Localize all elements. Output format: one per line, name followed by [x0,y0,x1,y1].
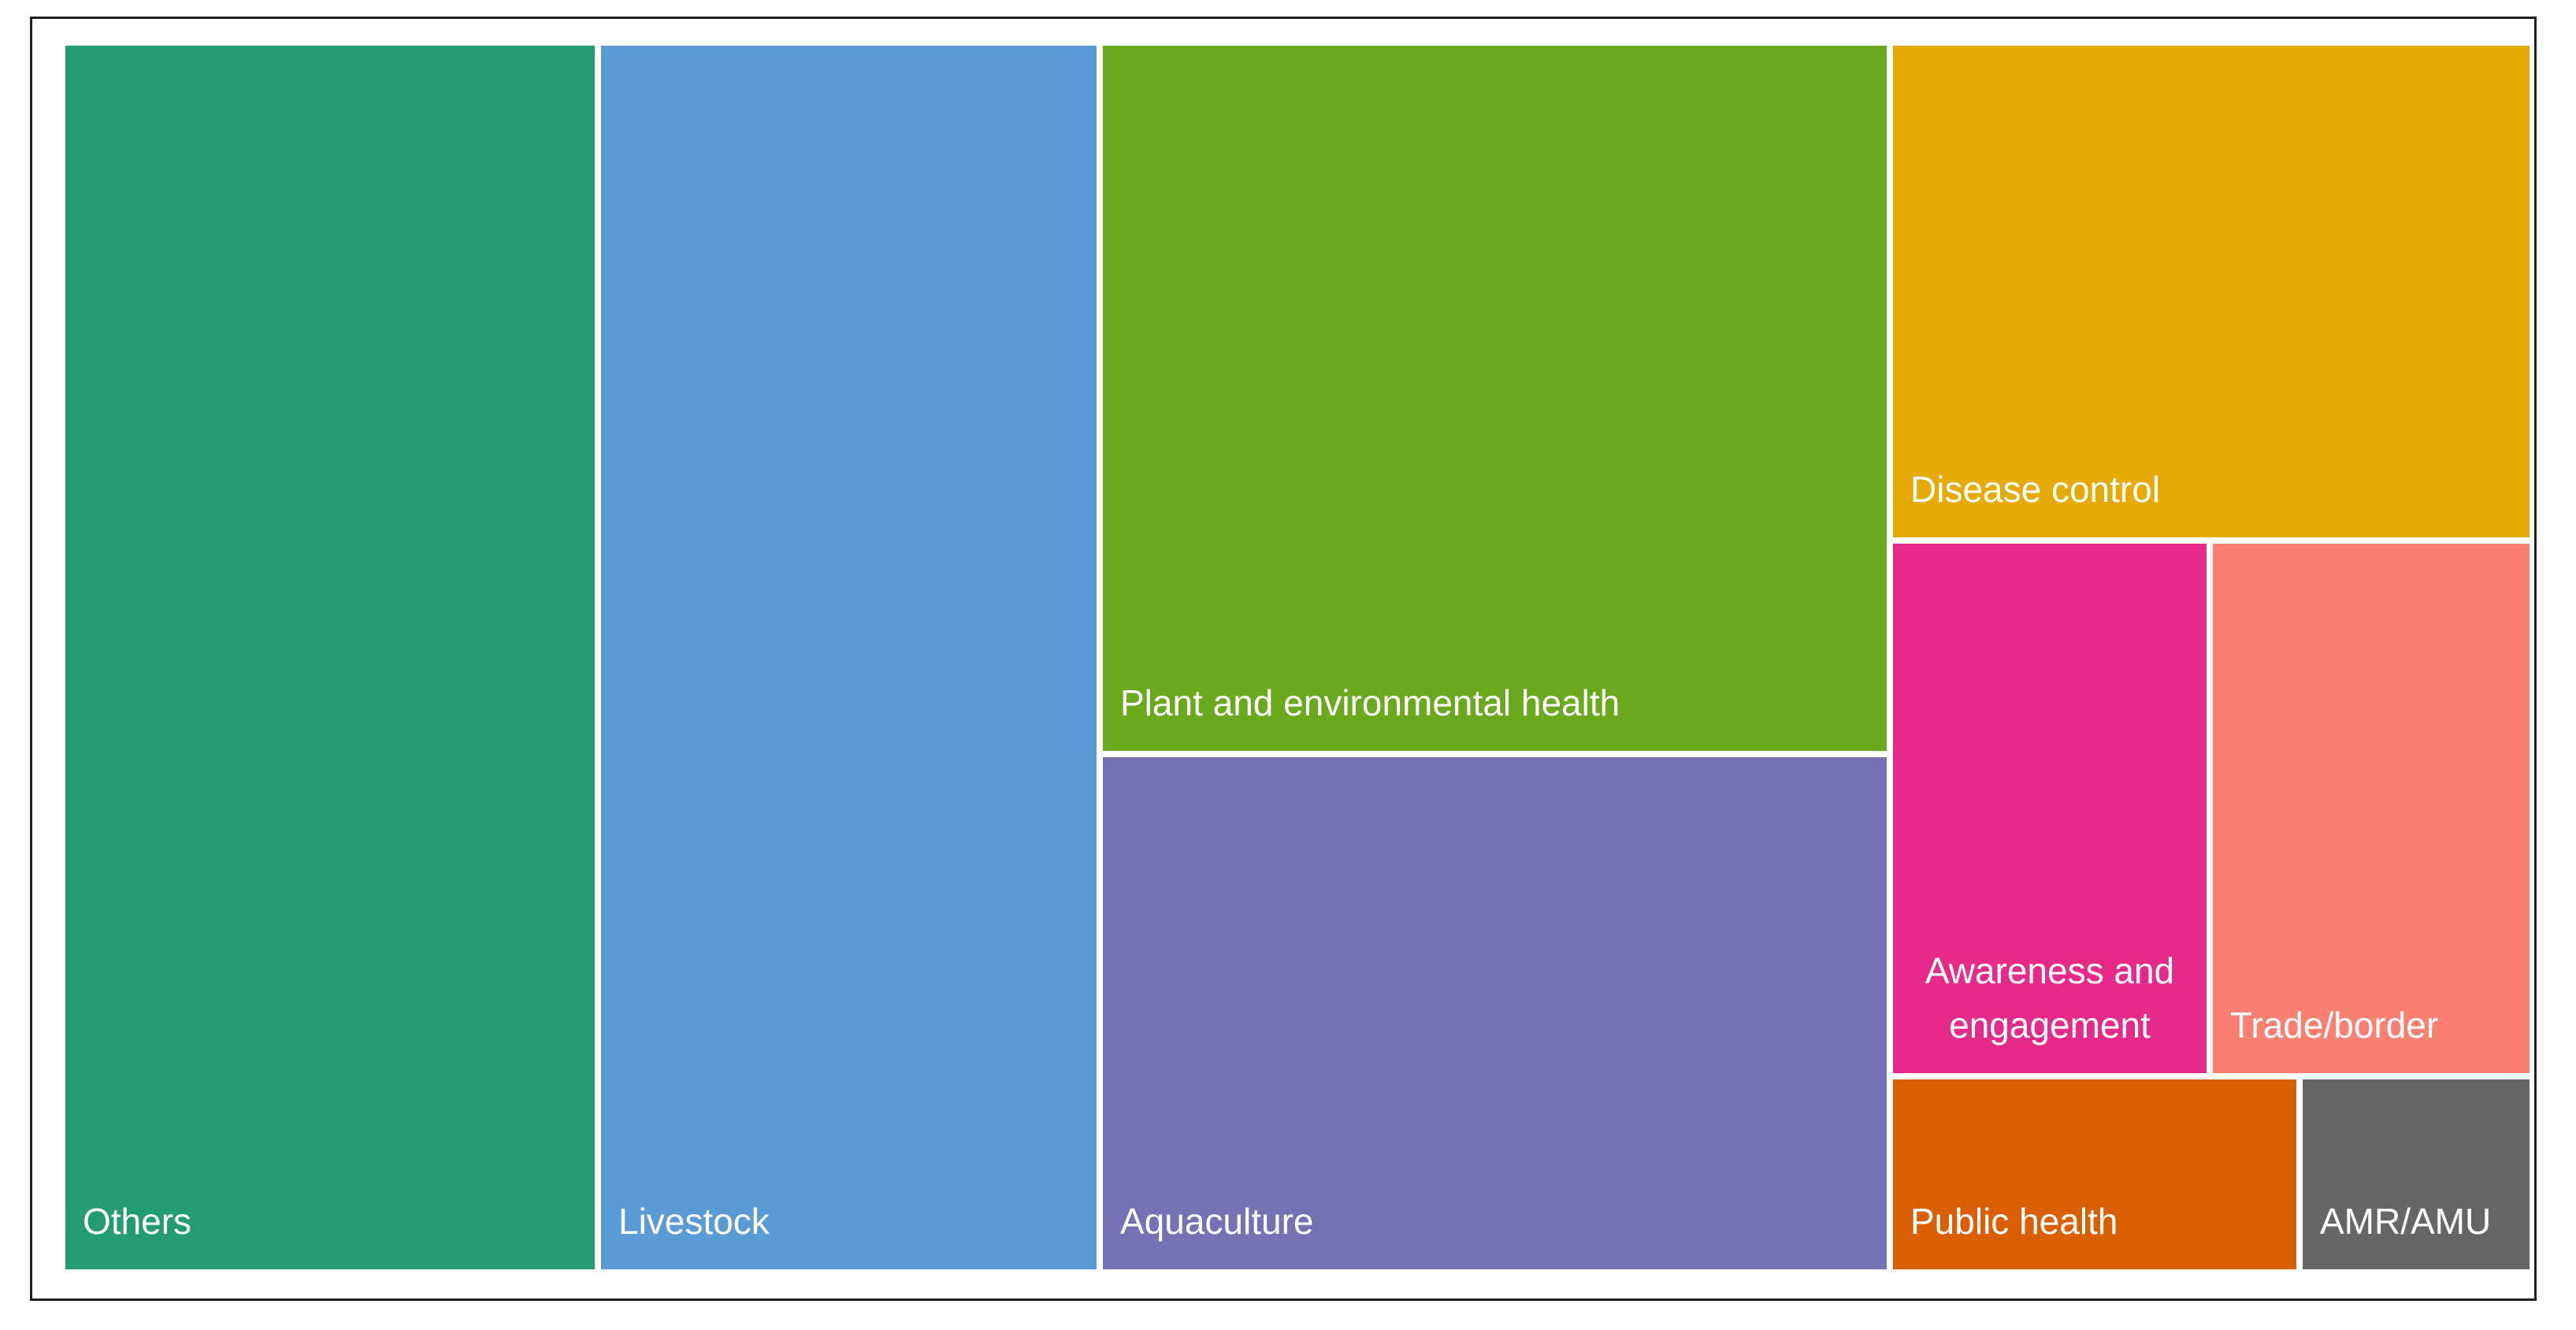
treemap-tile-label: Aquaculture [1120,1201,1314,1242]
treemap-tile-amr-amu: AMR/AMU [2303,1079,2530,1269]
chart-frame: Others Livestock Plant and environmental h… [30,17,2537,1301]
treemap-tile-label: Awareness and engagement [1925,950,2175,1046]
treemap-tile-others: Others [65,46,595,1269]
treemap-tile-label: AMR/AMU [2320,1201,2492,1242]
treemap-tile-livestock: Livestock [601,46,1097,1269]
treemap-tile-aquaculture: Aquaculture [1103,757,1887,1269]
treemap-tile-label: Livestock [618,1201,770,1242]
treemap-tile-label: Disease control [1910,469,2161,510]
treemap-tile-label: Plant and environmental health [1120,682,1620,723]
treemap-tile-awareness-and-engagement: Awareness and engagement [1893,544,2207,1073]
treemap-tile-public-health: Public health [1893,1079,2296,1269]
treemap-tile-label: Others [83,1201,192,1242]
treemap-tile-disease-control: Disease control [1893,46,2530,537]
treemap: Others Livestock Plant and environmental h… [65,46,2530,1269]
treemap-tile-label: Public health [1910,1201,2118,1242]
treemap-tile-trade-border: Trade/border [2213,544,2530,1073]
treemap-tile-label: Trade/border [2230,1005,2439,1046]
treemap-tile-plant-and-environmental-health: Plant and environmental health [1103,46,1887,751]
